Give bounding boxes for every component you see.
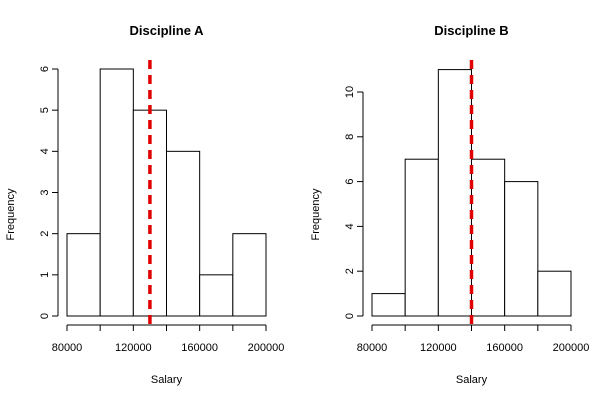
x-axis-label: Salary xyxy=(151,374,183,386)
histogram-bar-1 xyxy=(371,293,406,317)
histogram-bar-2 xyxy=(404,158,439,317)
y-axis-label: Frequency xyxy=(5,188,17,240)
x-tick-label: 200000 xyxy=(553,342,590,354)
y-tick-label: 6 xyxy=(39,66,51,72)
histogram-bar-1 xyxy=(66,233,101,317)
histogram-bar-3 xyxy=(437,69,473,317)
chart-title: Discipline B xyxy=(434,23,508,38)
y-tick-label: 4 xyxy=(344,223,356,229)
histogram-bar-5 xyxy=(199,274,234,317)
y-axis-label: Frequency xyxy=(310,188,322,240)
chart-panel-1: Discipline A 80000 120000 160000 200000 Salar… xyxy=(5,23,284,386)
x-tick-label: 200000 xyxy=(248,342,285,354)
chart-panel-2: Discipline B 80000 120000 160000 200000 Salar… xyxy=(310,23,589,386)
y-tick-label: 2 xyxy=(344,268,356,274)
x-tick-label: 80000 xyxy=(357,342,388,354)
y-tick-label: 8 xyxy=(344,134,356,140)
x-tick-label: 120000 xyxy=(115,342,152,354)
y-tick-label: 5 xyxy=(39,107,51,113)
histogram-bar-4 xyxy=(166,150,201,317)
x-axis-label: Salary xyxy=(456,374,488,386)
x-tick-label: 80000 xyxy=(52,342,83,354)
histogram-bar-2 xyxy=(99,68,134,317)
y-tick-label: 0 xyxy=(39,313,51,319)
histogram-bar-5 xyxy=(504,181,539,317)
histogram-bar-6 xyxy=(537,270,572,317)
x-tick-label: 160000 xyxy=(181,342,218,354)
y-tick-label: 1 xyxy=(39,272,51,278)
y-tick-label: 3 xyxy=(39,189,51,195)
histogram-bar-4 xyxy=(471,158,506,317)
y-tick-label: 2 xyxy=(39,231,51,237)
y-tick-label: 6 xyxy=(344,179,356,185)
chart-title: Discipline A xyxy=(130,23,205,38)
y-tick-label: 4 xyxy=(39,148,51,154)
y-tick-label: 10 xyxy=(344,86,356,98)
histogram-bar-6 xyxy=(232,233,267,317)
x-tick-label: 160000 xyxy=(486,342,523,354)
x-tick-label: 120000 xyxy=(420,342,457,354)
y-tick-label: 0 xyxy=(344,313,356,319)
